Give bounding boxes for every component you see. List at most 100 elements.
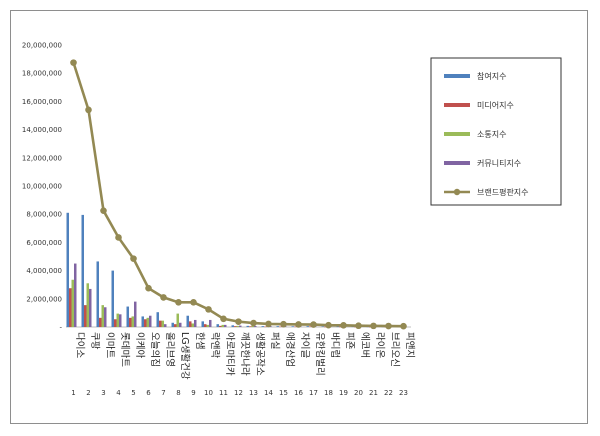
x-category-label: 유한킴벌리 (314, 332, 326, 376)
bar-2-11 (219, 325, 222, 327)
y-tick-label: 4,000,000 (26, 267, 62, 275)
bar-4-11 (224, 324, 227, 327)
bar-1-6 (141, 316, 144, 327)
bar-2-4 (114, 319, 117, 327)
x-rank-label: 19 (339, 389, 348, 397)
bar-3-6 (146, 317, 149, 327)
bar-3-2 (86, 283, 89, 327)
x-category-label: 다이소 (74, 332, 85, 358)
bar-2-1 (69, 288, 72, 327)
bar-4-9 (194, 319, 197, 327)
bar-4-5 (134, 301, 137, 327)
x-category-label: 올리브영 (164, 332, 175, 367)
legend-label-1: 참여지수 (477, 71, 506, 81)
line-point-13 (250, 319, 257, 327)
bar-2-9 (189, 321, 192, 327)
bar-2-10 (204, 324, 207, 327)
line-point-1 (70, 59, 77, 66)
x-category-label: 바디럽 (329, 332, 340, 358)
bar-1-7 (156, 312, 159, 327)
legend-label-2: 미디어지수 (477, 100, 514, 110)
x-rank-label: 7 (161, 389, 165, 397)
x-category-label: 생활공작소 (254, 332, 266, 376)
x-rank-label: 16 (294, 389, 303, 397)
x-category-label: 쿠팡 (89, 332, 100, 350)
bar-3-10 (206, 324, 209, 327)
x-category-label: LG생활건강 (179, 332, 191, 380)
x-rank-label: 10 (204, 389, 213, 397)
y-tick-label: 14,000,000 (22, 126, 62, 134)
bar-2-12 (234, 326, 237, 327)
x-rank-label: 21 (369, 389, 378, 397)
bar-4-10 (209, 319, 212, 327)
bar-1-5 (126, 306, 129, 327)
line-point-6 (145, 284, 152, 292)
bar-3-12 (236, 325, 239, 327)
y-tick-label: 6,000,000 (26, 239, 62, 247)
x-category-label: 오늘의집 (149, 332, 161, 367)
bar-2-13 (249, 326, 252, 327)
bar-1-4 (111, 270, 114, 327)
line-point-21 (370, 322, 377, 330)
line-point-16 (295, 321, 302, 328)
line-point-17 (310, 321, 317, 328)
legend-swatch-4 (444, 161, 470, 165)
x-rank-label: 11 (219, 389, 228, 397)
x-rank-label: 5 (131, 389, 135, 397)
bar-2-15 (279, 326, 282, 328)
bar-1-8 (171, 322, 174, 327)
line-point-7 (160, 294, 167, 301)
bars-layer (66, 212, 407, 328)
bar-3-7 (161, 320, 164, 327)
bar-2-17 (309, 326, 312, 327)
bar-4-1 (74, 263, 77, 327)
bar-2-7 (159, 320, 162, 327)
legend-marker (453, 188, 461, 196)
bar-1-17 (306, 326, 309, 327)
bar-4-2 (89, 288, 92, 327)
bar-1-13 (246, 325, 249, 327)
x-rank-label: 4 (116, 389, 121, 397)
x-category-label: 아로마티카 (224, 332, 235, 376)
x-rank-label: 14 (264, 389, 273, 397)
legend-swatch-1 (444, 74, 470, 78)
bar-4-3 (104, 307, 107, 327)
x-rank-label: 17 (309, 389, 318, 397)
line-point-3 (100, 207, 107, 214)
x-rank-label: 18 (324, 389, 333, 397)
x-rank-label: 15 (279, 389, 288, 397)
line-point-9 (190, 299, 197, 306)
x-rank-label: 3 (101, 389, 105, 397)
x-category-label: 이마트 (104, 332, 115, 358)
bar-2-19 (339, 326, 342, 328)
bar-1-2 (81, 214, 84, 327)
line-point-10 (205, 306, 212, 313)
bar-1-15 (276, 326, 279, 327)
x-category-label: 피앤지 (404, 332, 415, 358)
bar-2-5 (129, 317, 132, 327)
x-rank-label: 6 (146, 389, 151, 397)
x-category-label: 애경산업 (284, 332, 296, 367)
x-category-label: 피죤 (344, 332, 355, 350)
bar-2-14 (264, 326, 267, 328)
bar-1-10 (201, 321, 204, 327)
y-tick-label: 20,000,000 (22, 42, 62, 50)
bar-3-11 (221, 324, 224, 327)
line-point-4 (115, 234, 122, 241)
y-tick-label: 12,000,000 (22, 154, 62, 162)
bar-3-9 (191, 323, 194, 327)
legend-box (430, 57, 562, 206)
x-rank-label: 12 (234, 389, 243, 397)
bar-4-8 (179, 322, 182, 327)
y-tick-label: - (59, 324, 62, 332)
line-point-20 (355, 322, 362, 330)
line-point-12 (235, 318, 242, 325)
y-tick-label: 8,000,000 (26, 211, 62, 219)
x-rank-label: 8 (176, 389, 180, 397)
y-tick-label: 18,000,000 (22, 70, 62, 78)
line-point-23 (400, 322, 407, 330)
x-rank-label: 20 (354, 389, 363, 397)
line-point-11 (220, 315, 227, 323)
bar-1-16 (291, 326, 294, 327)
chart-frame: 20,000,000 18,000,000 16,000,000 14,000,000… (10, 10, 588, 424)
